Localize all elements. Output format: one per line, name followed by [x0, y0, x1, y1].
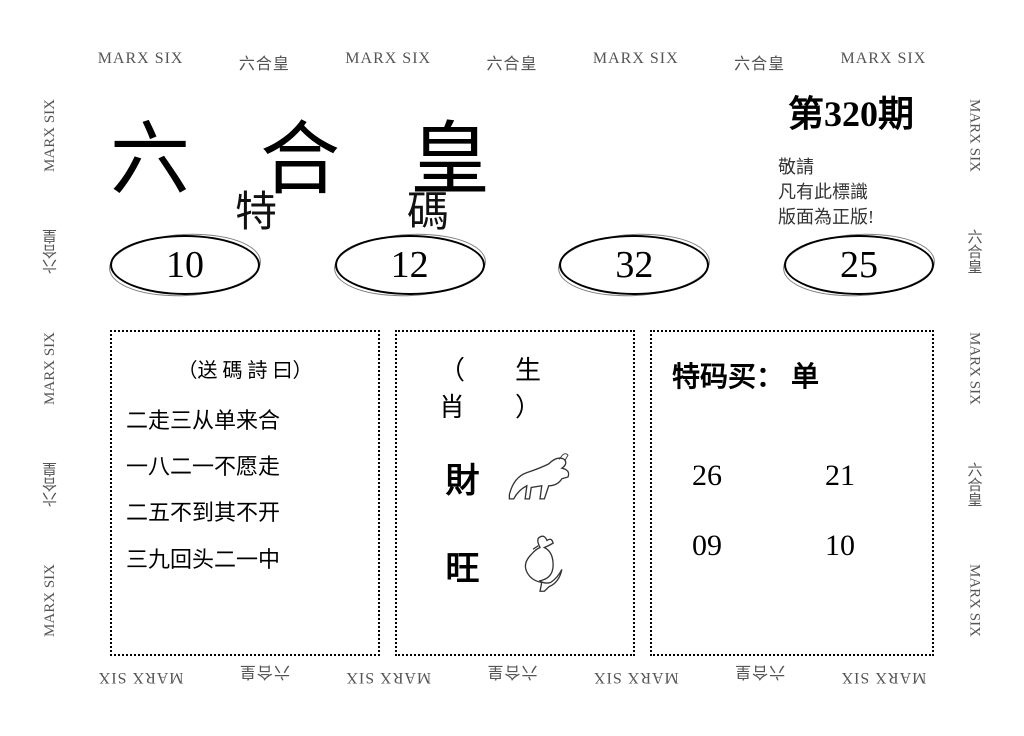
number-value: 32: [615, 243, 653, 287]
main-number-row: 10 12 32 25: [110, 235, 934, 295]
watermark-cn: 六合皇: [734, 50, 785, 74]
subtitle-char-1: 特: [235, 190, 407, 236]
number-oval: 32: [559, 235, 709, 295]
note-line-1: 敬請: [778, 155, 874, 180]
watermark-en: MARX SIX: [966, 99, 983, 172]
watermark-en: MARX SIX: [966, 564, 983, 637]
authenticity-note: 敬請 凡有此標識 版面為正版!: [778, 155, 874, 231]
number-value: 10: [166, 243, 204, 287]
watermark-en: MARX SIX: [98, 662, 184, 686]
poem-line: 一八二一不愿走: [126, 444, 364, 490]
watermark-cn: 六合皇: [40, 229, 61, 274]
watermark-cn: 六合皇: [487, 662, 538, 686]
right-watermark-col: MARX SIX 六合皇 MARX SIX 六合皇 MARX SIX: [964, 70, 984, 666]
number-oval: 12: [335, 235, 485, 295]
zodiac-heading-close: 肖）: [439, 393, 591, 422]
watermark-cn: 六合皇: [964, 462, 985, 507]
special-value: 单: [791, 362, 819, 393]
zodiac-row: 旺: [411, 530, 619, 600]
issue-number: 第320期: [788, 85, 914, 137]
zodiac-heading: （生肖）: [411, 350, 619, 424]
watermark-en: MARX SIX: [98, 50, 184, 74]
watermark-cn: 六合皇: [734, 662, 785, 686]
top-watermark-row: MARX SIX 六合皇 MARX SIX 六合皇 MARX SIX 六合皇 M…: [70, 50, 954, 74]
watermark-en: MARX SIX: [593, 50, 679, 74]
watermark-en: MARX SIX: [345, 662, 431, 686]
note-line-3: 版面為正版!: [778, 205, 874, 230]
zodiac-char: 財: [446, 453, 480, 502]
watermark-cn: 六合皇: [40, 462, 61, 507]
poem-line: 二走三从单来合: [126, 398, 364, 444]
rooster-icon: [495, 530, 585, 600]
poem-line: 三九回头二一中: [126, 537, 364, 583]
special-numbers-grid: 26 21 09 10: [672, 446, 918, 576]
number-oval: 25: [784, 235, 934, 295]
number-value: 12: [391, 243, 429, 287]
watermark-cn: 六合皇: [964, 229, 985, 274]
watermark-cn: 六合皇: [486, 50, 537, 74]
watermark-en: MARX SIX: [840, 50, 926, 74]
special-number: 10: [825, 516, 918, 576]
special-code-box: 特码买： 单 26 21 09 10: [650, 330, 934, 656]
special-code-heading: 特码买： 单: [672, 350, 918, 406]
watermark-en: MARX SIX: [593, 662, 679, 686]
horse-icon: [495, 442, 585, 512]
special-number: 26: [692, 446, 785, 506]
bottom-watermark-row: MARX SIX 六合皇 MARX SIX 六合皇 MARX SIX 六合皇 M…: [70, 662, 954, 686]
subtitle-char-2: 碼: [407, 190, 579, 236]
watermark-en: MARX SIX: [345, 50, 431, 74]
left-watermark-col: MARX SIX 六合皇 MARX SIX 六合皇 MARX SIX: [40, 70, 60, 666]
zodiac-heading-open: （生: [439, 356, 591, 385]
zodiac-char: 旺: [446, 541, 480, 590]
watermark-en: MARX SIX: [42, 332, 59, 405]
watermark-en: MARX SIX: [841, 662, 927, 686]
special-number: 21: [825, 446, 918, 506]
watermark-en: MARX SIX: [966, 332, 983, 405]
note-line-2: 凡有此標識: [778, 180, 874, 205]
number-oval: 10: [110, 235, 260, 295]
poem-line: 二五不到其不开: [126, 490, 364, 536]
subtitle: 特碼: [235, 178, 579, 239]
special-number: 09: [692, 516, 785, 576]
number-value: 25: [840, 243, 878, 287]
special-label: 特码买：: [672, 362, 784, 393]
watermark-en: MARX SIX: [42, 99, 59, 172]
zodiac-row: 財: [411, 442, 619, 512]
poem-box: （送 碼 詩 曰） 二走三从单来合 一八二一不愿走 二五不到其不开 三九回头二一…: [110, 330, 380, 656]
lower-section: （送 碼 詩 曰） 二走三从单来合 一八二一不愿走 二五不到其不开 三九回头二一…: [110, 330, 934, 656]
watermark-en: MARX SIX: [42, 564, 59, 637]
watermark-cn: 六合皇: [239, 662, 290, 686]
poem-title: （送 碼 詩 曰）: [126, 350, 364, 392]
zodiac-box: （生肖） 財 旺: [395, 330, 635, 656]
watermark-cn: 六合皇: [239, 50, 290, 74]
